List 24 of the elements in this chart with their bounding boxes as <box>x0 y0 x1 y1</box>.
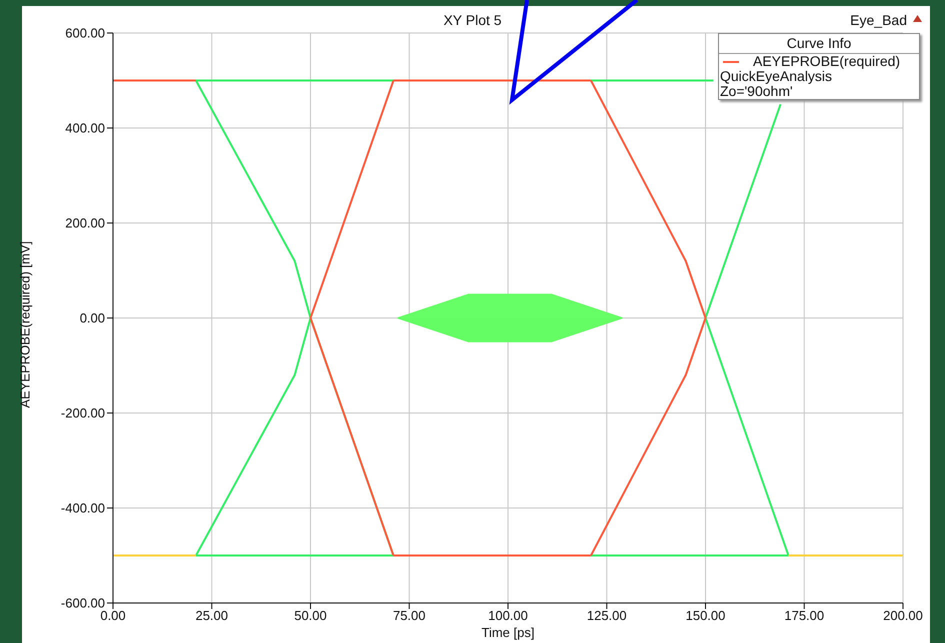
x-axis-title: Time [ps] <box>482 625 534 640</box>
x-tick-label: 25.00 <box>195 608 228 624</box>
x-tick-label: 75.00 <box>392 608 426 624</box>
legend-title: Curve Info <box>719 34 919 54</box>
y-tick-label: 0.00 <box>80 310 105 326</box>
x-tick-label: 100.00 <box>488 608 528 624</box>
x-tick-label: 175.00 <box>784 608 824 624</box>
y-tick-label: 200.00 <box>65 216 105 231</box>
y-tick-label: -600.00 <box>60 596 105 611</box>
x-tick-label: 200.00 <box>883 608 923 624</box>
annotation: Zo='90ohm' <box>719 83 793 99</box>
y-tick-label: -400.00 <box>60 500 105 516</box>
y-axis-title: AEYEPROBE(required) [mV] <box>18 241 33 408</box>
text: Eye_Bad <box>850 12 907 28</box>
y-tick-label: 400.00 <box>65 120 105 136</box>
legend-label: AEYEPROBE(required) <box>753 53 900 69</box>
y-tick-label: 600.00 <box>65 26 105 41</box>
x-tick-label: 125.00 <box>586 608 627 624</box>
chart-title: XY Plot 5 <box>443 12 502 28</box>
x-tick-label: 0.00 <box>100 608 126 624</box>
x-tick-label: 150.00 <box>686 608 726 624</box>
y-tick-label: -200.00 <box>60 406 105 421</box>
annotation: QuickEyeAnalysis <box>719 68 832 84</box>
x-tick-label: 50.00 <box>294 608 327 624</box>
